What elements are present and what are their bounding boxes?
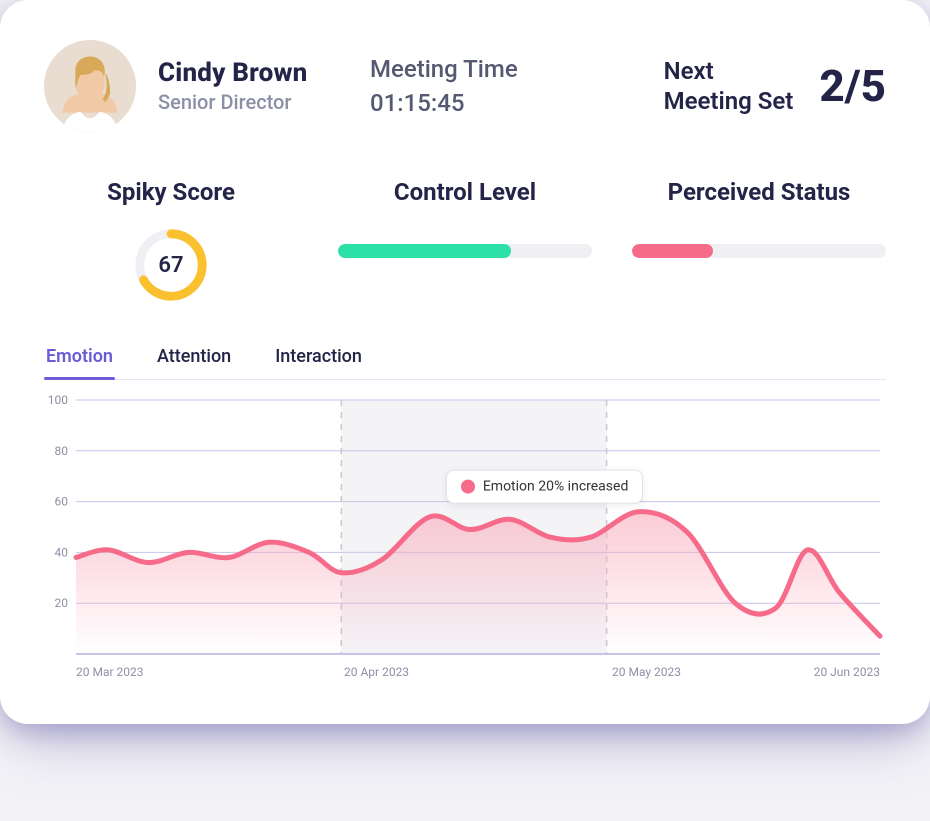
svg-text:100: 100 [48, 393, 68, 407]
stats-row: Spiky Score 67 Control Level Perceived S… [44, 178, 886, 304]
stat-control-level: Control Level [338, 178, 592, 304]
tab-attention[interactable]: Attention [155, 346, 233, 379]
svg-text:40: 40 [55, 545, 69, 559]
control-level-bar [338, 244, 592, 258]
tooltip-text: Emotion 20% increased [483, 478, 629, 494]
score-ring: 67 [132, 226, 210, 304]
svg-text:20 May 2023: 20 May 2023 [612, 665, 681, 679]
chart-tooltip: Emotion 20% increased [446, 469, 644, 503]
svg-text:80: 80 [55, 444, 69, 458]
tooltip-dot-icon [461, 479, 475, 493]
meeting-time-value: 01:15:45 [370, 89, 518, 117]
tab-emotion[interactable]: Emotion [44, 346, 115, 379]
next-meeting-count: 2/5 [819, 60, 886, 112]
stat-label: Perceived Status [668, 178, 851, 206]
dashboard-card: Cindy Brown Senior Director Meeting Time… [0, 0, 930, 724]
emotion-chart: 20 40 60 80 100 20 Mar 2023 20 Apr 2023 20 May … [44, 390, 886, 690]
next-meeting-label: Next Meeting Set [664, 56, 794, 116]
stat-spiky-score: Spiky Score 67 [44, 178, 298, 304]
chart-tabs: Emotion Attention Interaction [44, 346, 886, 380]
svg-text:20 Jun 2023: 20 Jun 2023 [814, 665, 880, 679]
svg-text:20 Mar 2023: 20 Mar 2023 [76, 665, 144, 679]
profile-role: Senior Director [158, 90, 338, 114]
profile-header: Cindy Brown Senior Director Meeting Time… [44, 40, 886, 132]
svg-text:20 Apr 2023: 20 Apr 2023 [344, 665, 409, 679]
stat-label: Spiky Score [107, 178, 235, 206]
stat-perceived-status: Perceived Status [632, 178, 886, 304]
name-block: Cindy Brown Senior Director [158, 58, 338, 114]
svg-text:20: 20 [55, 596, 69, 610]
profile-name: Cindy Brown [158, 58, 338, 88]
tab-interaction[interactable]: Interaction [273, 346, 364, 379]
chart-container: 20 40 60 80 100 20 Mar 2023 20 Apr 2023 20 May … [44, 390, 886, 690]
next-meeting-block: Next Meeting Set 2/5 [664, 56, 886, 116]
stat-label: Control Level [394, 178, 536, 206]
avatar [44, 40, 136, 132]
meeting-time-block: Meeting Time 01:15:45 [370, 55, 518, 117]
perceived-status-bar [632, 244, 886, 258]
score-value: 67 [132, 226, 210, 304]
svg-text:60: 60 [55, 495, 69, 509]
avatar-icon [44, 40, 136, 132]
meeting-time-label: Meeting Time [370, 55, 518, 83]
